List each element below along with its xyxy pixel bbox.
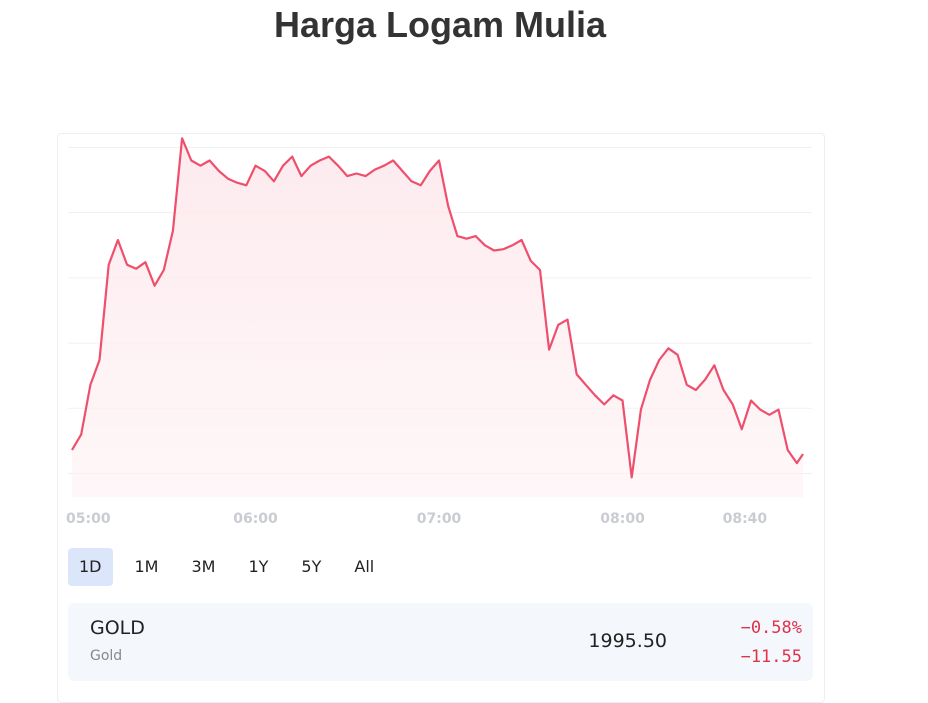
page-title: Harga Logam Mulia	[273, 4, 607, 45]
chart: 05:00 06:00 07:00 08:00 08:40	[66, 137, 812, 527]
range-button[interactable]: 1M	[134, 557, 159, 576]
change: −11.55	[740, 647, 802, 667]
x-tick-label: 08:00	[600, 511, 645, 527]
x-tick-label: 08:40	[723, 511, 768, 527]
range-button[interactable]: All	[354, 557, 375, 576]
symbol-name: Gold	[90, 648, 123, 664]
x-tick-label: 06:00	[233, 511, 278, 527]
x-tick-label: 07:00	[417, 511, 462, 527]
quote-row[interactable]: GOLD Gold 1995.50 −0.58% −11.55	[68, 603, 813, 681]
price-line	[71, 137, 804, 479]
area	[72, 138, 803, 498]
change-percent: −0.58%	[740, 618, 802, 638]
range-button[interactable]: 1Y	[248, 557, 269, 576]
x-tick-label: 05:00	[66, 511, 111, 527]
range-button[interactable]: 3M	[191, 557, 216, 576]
range-selector: 1D 1M 3M 1Y 5Y All	[68, 548, 396, 586]
range-button[interactable]: 1D	[68, 548, 113, 586]
price: 1995.50	[588, 630, 667, 652]
symbol: GOLD	[90, 617, 145, 639]
range-button[interactable]: 5Y	[301, 557, 322, 576]
